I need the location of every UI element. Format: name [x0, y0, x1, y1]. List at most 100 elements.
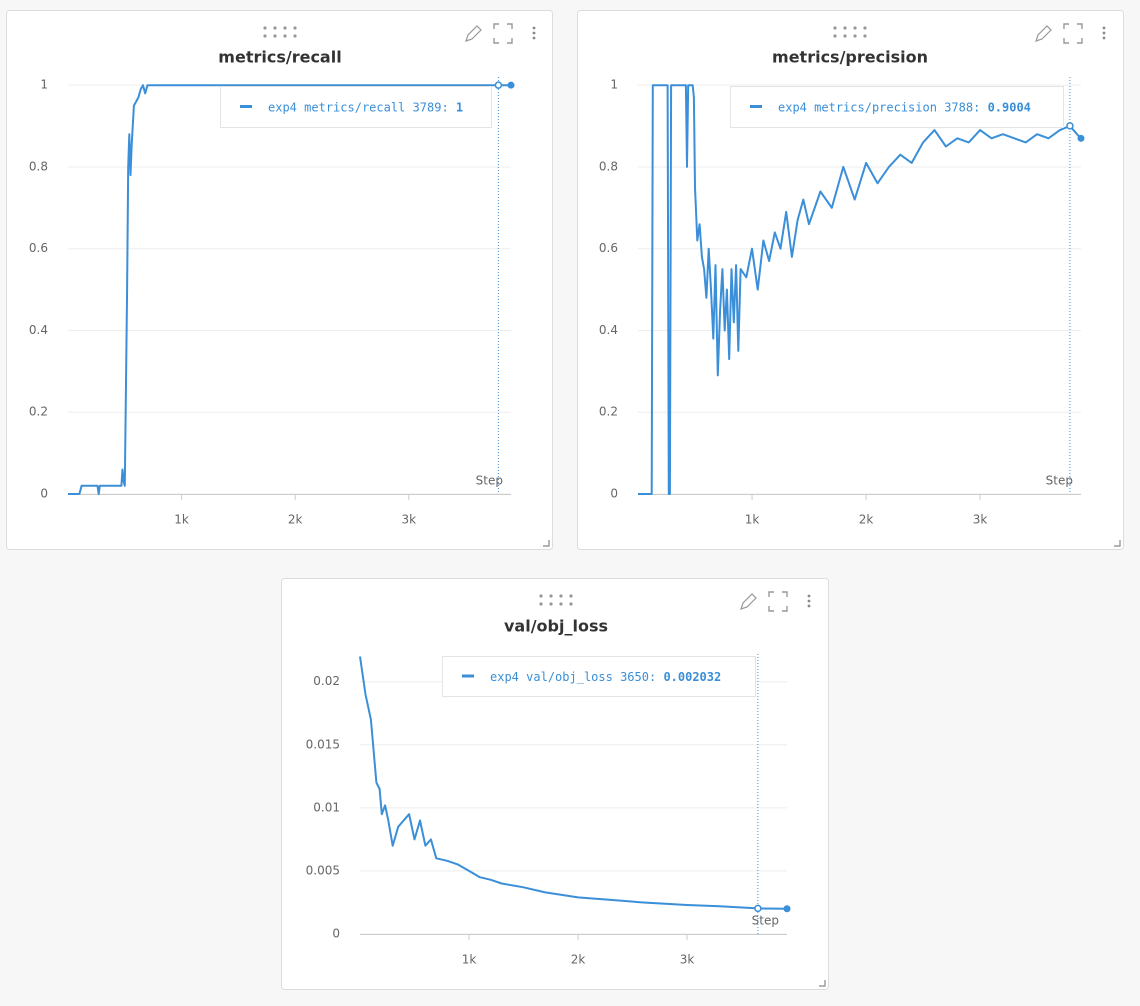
legend-series-name: exp4: [268, 100, 297, 114]
drag-handle-dot: [549, 602, 553, 606]
x-tick-label: 3k: [401, 513, 416, 527]
legend-gap: [937, 100, 944, 114]
fullscreen-icon[interactable]: [1063, 23, 1083, 44]
drag-handle-dot: [263, 26, 267, 30]
legend-step: 3789: [413, 100, 442, 114]
drag-handle-dot: [559, 594, 563, 598]
series-line: [68, 84, 511, 495]
y-tick-label: 1: [40, 78, 48, 92]
drag-handle-dot: [273, 34, 277, 38]
legend-gap: [405, 100, 412, 114]
drag-handle-dot: [559, 602, 563, 606]
x-axis-label: Step: [752, 914, 779, 928]
hover-point: [754, 904, 762, 913]
legend-box: [730, 86, 1064, 128]
last-point: [783, 905, 791, 913]
chart-title: metrics/precision: [772, 48, 928, 67]
drag-handle-dot: [843, 26, 847, 30]
y-tick-label: 0: [610, 487, 618, 501]
legend-step: 3650: [620, 670, 649, 684]
y-tick-label: 0: [40, 487, 48, 501]
y-tick-label: 0.2: [29, 405, 48, 419]
fullscreen-icon[interactable]: [768, 591, 788, 612]
legend-gap: [519, 670, 526, 684]
resize-handle: [819, 980, 826, 987]
series-line: [359, 656, 788, 910]
edit-icon[interactable]: [740, 593, 757, 610]
x-tick-label: 1k: [745, 513, 760, 527]
drag-handle-dot: [549, 594, 553, 598]
hover-point: [1066, 122, 1074, 130]
last-point: [507, 81, 515, 89]
drag-handle-dot: [853, 34, 857, 38]
legend-text: exp4 val/obj_loss 3650: 0.002032: [490, 670, 721, 684]
legend-sep: :: [649, 670, 663, 684]
chart-title: val/obj_loss: [504, 617, 608, 636]
y-tick-label: 1: [610, 78, 618, 92]
y-tick-label: 0.02: [313, 674, 340, 688]
x-tick-label: 3k: [973, 513, 988, 527]
legend-box: [442, 656, 756, 697]
legend-value: 0.002032: [663, 670, 721, 684]
last-point: [1077, 134, 1085, 142]
y-tick-label: 0.2: [599, 405, 618, 419]
drag-handle-dot: [843, 34, 847, 38]
x-tick-label: 2k: [859, 513, 874, 527]
hover-point: [494, 81, 503, 89]
drag-handle-dot: [283, 26, 287, 30]
legend-step: 3788: [944, 100, 973, 114]
drag-handle-dot: [283, 34, 287, 38]
drag-handle-dot: [539, 594, 543, 598]
menu-icon-dot[interactable]: [532, 26, 536, 30]
menu-icon-dot[interactable]: [532, 31, 536, 35]
legend-sep: :: [973, 100, 987, 114]
edit-icon[interactable]: [465, 25, 482, 42]
edit-icon[interactable]: [1035, 25, 1052, 42]
menu-icon-dot[interactable]: [1102, 31, 1106, 35]
legend-metric: val/obj_loss: [526, 670, 613, 684]
y-tick-label: 0.015: [306, 737, 340, 751]
fullscreen-icon[interactable]: [493, 23, 513, 44]
menu-icon-dot[interactable]: [1102, 36, 1106, 40]
legend-box: [220, 86, 492, 128]
drag-handle-dot: [863, 26, 867, 30]
y-tick-label: 0.8: [29, 159, 48, 173]
x-axis-label: Step: [476, 474, 503, 488]
y-tick-label: 0.6: [599, 241, 618, 255]
legend-series-name: exp4: [490, 670, 519, 684]
legend-value: 1: [456, 100, 463, 114]
menu-icon-dot[interactable]: [532, 36, 536, 40]
legend-text: exp4 metrics/precision 3788: 0.9004: [778, 100, 1031, 114]
series-line: [638, 84, 1082, 495]
panel: [281, 578, 829, 990]
legend-gap: [613, 670, 620, 684]
drag-handle-dot: [569, 602, 573, 606]
legend-text: exp4 metrics/recall 3789: 1: [268, 100, 463, 114]
resize-handle: [1114, 540, 1121, 547]
legend-series-name: exp4: [778, 100, 807, 114]
drag-handle-dot: [833, 34, 837, 38]
y-tick-label: 0.4: [599, 323, 618, 337]
drag-handle-dot: [569, 594, 573, 598]
y-tick-label: 0.005: [306, 863, 340, 877]
x-tick-label: 2k: [288, 513, 303, 527]
y-tick-label: 0.6: [29, 241, 48, 255]
legend-gap: [807, 100, 814, 114]
x-tick-label: 2k: [571, 953, 586, 967]
menu-icon-dot[interactable]: [807, 594, 811, 598]
legend-metric: metrics/precision: [814, 100, 937, 114]
drag-handle-dot: [273, 26, 277, 30]
legend-sep: :: [441, 100, 455, 114]
drag-handle-dot: [293, 34, 297, 38]
menu-icon-dot[interactable]: [1102, 26, 1106, 30]
x-axis-label: Step: [1046, 474, 1073, 488]
menu-icon-dot[interactable]: [807, 599, 811, 603]
drag-handle-dot: [293, 26, 297, 30]
resize-handle: [543, 540, 550, 547]
menu-icon-dot[interactable]: [807, 604, 811, 608]
legend-value: 0.9004: [988, 100, 1031, 114]
x-tick-label: 3k: [680, 953, 695, 967]
chart-title: metrics/recall: [218, 48, 341, 67]
x-tick-label: 1k: [174, 513, 189, 527]
